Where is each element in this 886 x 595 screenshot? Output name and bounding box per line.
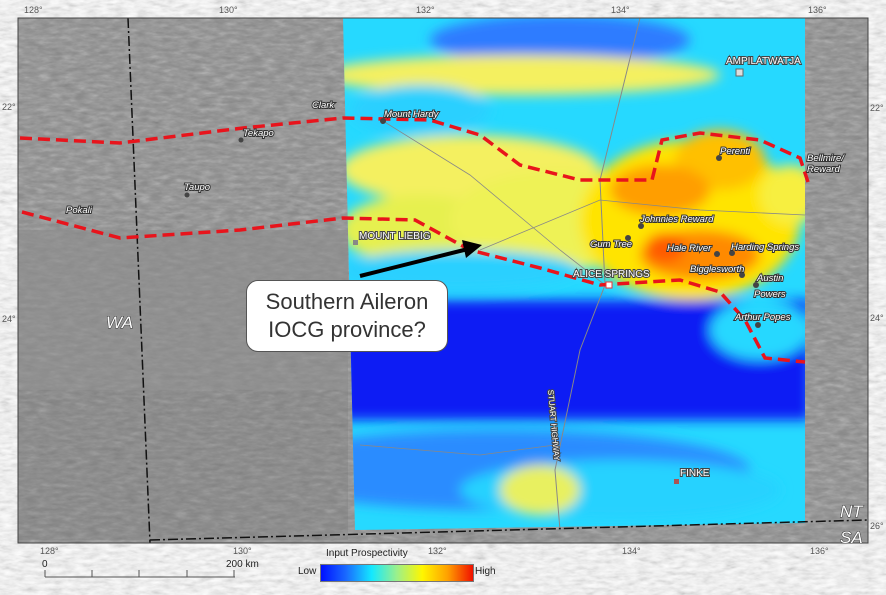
tick-left: 22° <box>2 102 16 112</box>
tick-right: 22° <box>870 103 884 113</box>
prospectivity-raster <box>343 18 805 530</box>
town-alice-springs: ALICE SPRINGS <box>573 269 650 280</box>
scale-end: 200 km <box>226 559 259 570</box>
prospect-label: Arthur Popes <box>734 312 791 323</box>
tick-bottom: 136° <box>810 546 829 556</box>
scale-start: 0 <box>42 559 48 570</box>
prospect-dot-icon <box>729 250 735 256</box>
relief-dark-zone <box>18 390 348 540</box>
town-marker-icon <box>353 240 358 245</box>
callout-arrow <box>359 247 469 278</box>
prospect-label: Johnnies Reward <box>639 214 714 225</box>
arrow-head-icon <box>462 240 482 258</box>
prospect-label: Tekapo <box>243 128 274 139</box>
state-label-sa: SA <box>840 528 863 547</box>
tick-top: 136° <box>808 5 827 15</box>
legend-high: High <box>475 566 496 577</box>
state-label-wa: WA <box>106 313 133 332</box>
tick-top: 128° <box>24 5 43 15</box>
callout-box: Southern Aileron IOCG province? <box>246 280 448 352</box>
road <box>359 120 806 456</box>
legend-low: Low <box>298 566 317 577</box>
callout-line1: Southern Aileron <box>265 289 429 314</box>
prospect-label: Bellmire/ <box>807 153 845 164</box>
prospect-dot-icon <box>739 272 745 278</box>
prospect-dot-icon <box>184 192 190 198</box>
tick-bottom: 134° <box>622 546 641 556</box>
town-mount-liebig: MOUNT LIEBIG <box>359 231 431 242</box>
road-stuart-highway <box>554 17 641 531</box>
prospect-dot-icon <box>625 235 631 241</box>
state-label-nt: NT <box>840 502 864 521</box>
town-marker-icon <box>605 281 613 289</box>
tick-bottom: 132° <box>428 546 447 556</box>
legend-color-ramp <box>320 564 474 582</box>
callout-line2: IOCG province? <box>268 317 426 342</box>
prospect-label: Hale River <box>667 243 712 254</box>
prospect-markers <box>184 118 761 328</box>
tick-right: 26° <box>870 521 884 531</box>
prospect-label: Clark <box>312 100 335 111</box>
province-boundary-north <box>19 116 810 183</box>
town-finke: FINKE <box>680 468 710 479</box>
town-marker-icon <box>735 68 744 77</box>
tick-right: 24° <box>870 313 884 323</box>
prospect-dot-icon <box>638 223 644 229</box>
tick-top: 134° <box>611 5 630 15</box>
prospect-dot-icon <box>753 282 759 288</box>
prospect-label: Powers <box>754 289 786 300</box>
wa-nt-border <box>127 17 151 544</box>
prospect-label: Pokali <box>66 205 93 216</box>
tick-top: 132° <box>416 5 435 15</box>
prospect-label: Austin <box>756 273 783 284</box>
prospect-label: Harding Springs <box>731 242 799 253</box>
town-ampilatwatja: AMPILATWATJA <box>726 56 801 67</box>
prospect-dot-icon <box>380 118 386 124</box>
town-marker-icon <box>674 479 679 484</box>
province-boundary-south <box>21 210 806 364</box>
prospect-label: Taupo <box>184 182 210 193</box>
prospect-dot-icon <box>714 251 720 257</box>
prospect-label: Perenti <box>720 146 751 157</box>
map-frame <box>17 17 869 544</box>
scale-bar <box>44 570 235 578</box>
tick-bottom: 130° <box>233 546 252 556</box>
prospect-dot-icon <box>238 137 244 143</box>
nt-sa-border <box>149 519 869 541</box>
prospect-label: Bigglesworth <box>690 264 744 275</box>
tick-left: 24° <box>2 314 16 324</box>
tick-top: 130° <box>219 5 238 15</box>
prospect-dot-icon <box>716 155 722 161</box>
tick-bottom: 128° <box>40 546 59 556</box>
prospect-label: Mount Hardy <box>384 109 440 120</box>
prospect-label: Gum Tree <box>590 239 632 250</box>
prospect-dot-icon <box>755 322 761 328</box>
legend-title: Input Prospectivity <box>326 548 408 559</box>
prospect-label: Reward <box>807 164 840 175</box>
